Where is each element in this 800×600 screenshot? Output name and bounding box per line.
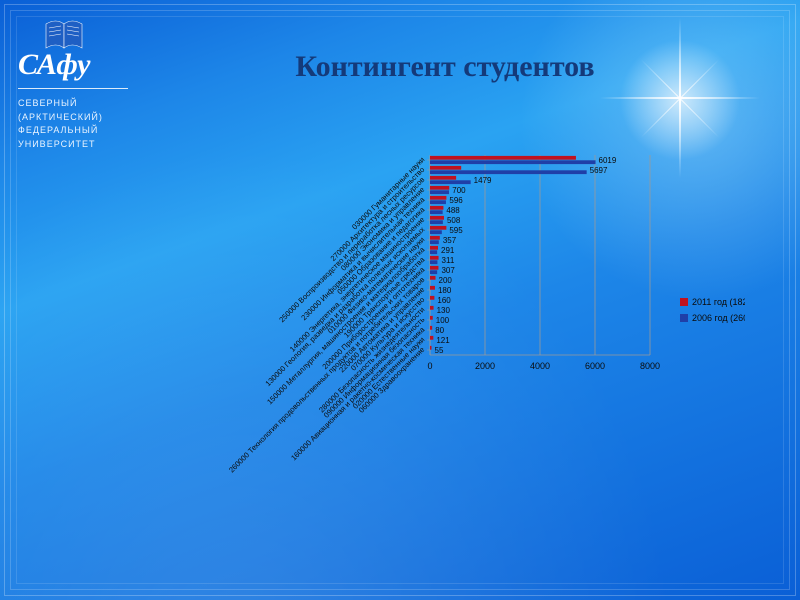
student-contingent-chart: 020004000600080006019030000 Гуманитарные… <box>185 155 745 515</box>
svg-text:2011 год (18296): 2011 год (18296) <box>692 297 745 307</box>
slide-title: Контингент студентов <box>150 50 740 84</box>
svg-text:488: 488 <box>446 206 460 215</box>
svg-text:4000: 4000 <box>530 361 550 371</box>
svg-text:1479: 1479 <box>474 176 492 185</box>
logo-book-icon <box>42 20 86 50</box>
logo-subtitle: СЕВЕРНЫЙ (АРКТИЧЕСКИЙ) ФЕДЕРАЛЬНЫЙ УНИВЕ… <box>18 88 128 151</box>
svg-text:6019: 6019 <box>599 156 617 165</box>
logo-sub-line: ФЕДЕРАЛЬНЫЙ <box>18 124 128 138</box>
logo-sub-line: (АРКТИЧЕСКИЙ) <box>18 111 128 125</box>
svg-text:700: 700 <box>452 186 466 195</box>
svg-text:180: 180 <box>438 286 452 295</box>
svg-text:596: 596 <box>449 196 463 205</box>
svg-text:2006 год (26043): 2006 год (26043) <box>692 313 745 323</box>
logo-wordmark: САфу <box>18 48 128 82</box>
slide: САфу СЕВЕРНЫЙ (АРКТИЧЕСКИЙ) ФЕДЕРАЛЬНЫЙ … <box>0 0 800 600</box>
svg-text:121: 121 <box>436 336 450 345</box>
svg-text:200: 200 <box>439 276 453 285</box>
svg-text:2000: 2000 <box>475 361 495 371</box>
svg-text:5697: 5697 <box>590 166 608 175</box>
svg-text:80: 80 <box>435 326 444 335</box>
svg-text:508: 508 <box>447 216 461 225</box>
svg-text:100: 100 <box>436 316 450 325</box>
svg-text:6000: 6000 <box>585 361 605 371</box>
logo-sub-line: УНИВЕРСИТЕТ <box>18 138 128 152</box>
svg-text:307: 307 <box>441 266 455 275</box>
svg-text:595: 595 <box>449 226 463 235</box>
svg-text:8000: 8000 <box>640 361 660 371</box>
svg-text:160: 160 <box>437 296 451 305</box>
logo-sub-line: СЕВЕРНЫЙ <box>18 97 128 111</box>
chart-svg: 020004000600080006019030000 Гуманитарные… <box>185 155 745 515</box>
svg-text:357: 357 <box>443 236 457 245</box>
svg-text:55: 55 <box>435 346 444 355</box>
svg-text:311: 311 <box>442 256 455 265</box>
lens-flare <box>660 78 700 118</box>
svg-text:0: 0 <box>427 361 432 371</box>
svg-text:130: 130 <box>437 306 451 315</box>
svg-text:291: 291 <box>441 246 455 255</box>
logo: САфу СЕВЕРНЫЙ (АРКТИЧЕСКИЙ) ФЕДЕРАЛЬНЫЙ … <box>18 20 128 151</box>
